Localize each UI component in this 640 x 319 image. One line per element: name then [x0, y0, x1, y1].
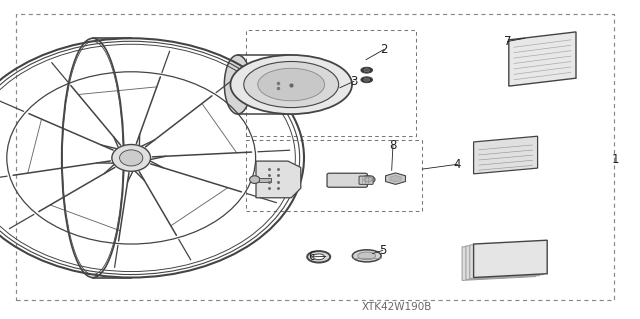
- Ellipse shape: [258, 68, 324, 101]
- Text: 4: 4: [454, 158, 461, 171]
- Polygon shape: [474, 240, 547, 278]
- Ellipse shape: [361, 67, 372, 73]
- Polygon shape: [474, 136, 538, 174]
- Ellipse shape: [230, 55, 352, 114]
- Text: 7: 7: [504, 35, 511, 48]
- Bar: [16, 14, 614, 300]
- Ellipse shape: [224, 55, 251, 114]
- Bar: [246, 30, 416, 136]
- Text: 8: 8: [389, 139, 397, 152]
- Ellipse shape: [364, 69, 370, 71]
- Ellipse shape: [250, 176, 260, 183]
- Ellipse shape: [112, 145, 150, 171]
- Ellipse shape: [361, 176, 375, 183]
- FancyBboxPatch shape: [359, 176, 373, 184]
- FancyBboxPatch shape: [327, 173, 367, 187]
- Ellipse shape: [361, 77, 372, 83]
- Bar: [246, 140, 422, 211]
- Ellipse shape: [358, 252, 376, 260]
- Text: 1: 1: [612, 153, 620, 166]
- Polygon shape: [470, 241, 543, 278]
- Ellipse shape: [352, 250, 381, 262]
- Bar: [259, 178, 271, 182]
- Text: 5: 5: [379, 244, 387, 257]
- Ellipse shape: [120, 150, 143, 166]
- Ellipse shape: [307, 251, 330, 263]
- Polygon shape: [466, 242, 540, 279]
- Text: 2: 2: [380, 43, 388, 56]
- Ellipse shape: [313, 254, 324, 260]
- Polygon shape: [256, 161, 301, 198]
- Ellipse shape: [364, 177, 372, 182]
- Ellipse shape: [364, 78, 370, 81]
- Polygon shape: [462, 243, 536, 280]
- Text: XTK42W190B: XTK42W190B: [362, 302, 432, 312]
- Text: 3: 3: [350, 75, 358, 88]
- Text: 6: 6: [308, 250, 316, 263]
- Polygon shape: [509, 32, 576, 86]
- Ellipse shape: [244, 62, 339, 108]
